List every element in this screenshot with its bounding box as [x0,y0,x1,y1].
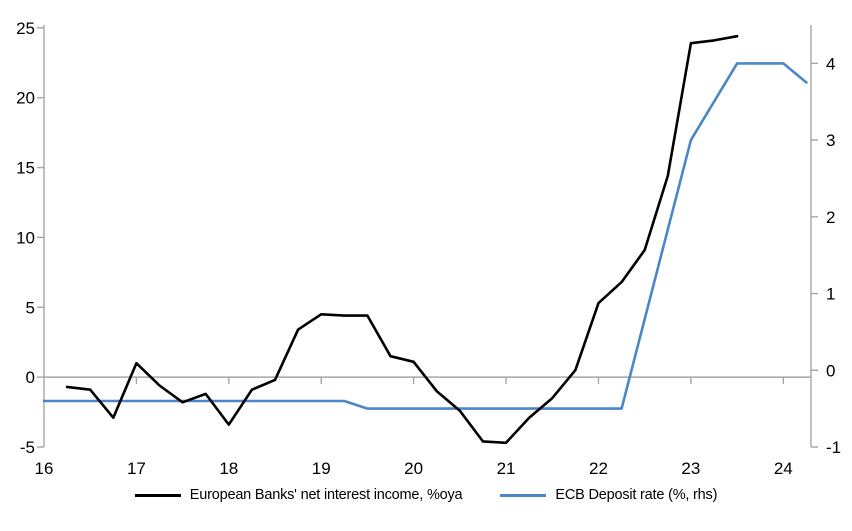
series-line-net-interest-income [65,34,739,445]
right-axis-tick-label: -1 [826,438,841,457]
x-axis-tick-label: 20 [404,459,423,478]
right-axis-tick-label: 4 [826,54,835,73]
x-axis-tick-label: 18 [219,459,238,478]
x-axis-tick-label: 24 [774,459,793,478]
right-axis-tick-label: 1 [826,285,835,304]
x-axis-tick-label: 22 [589,459,608,478]
left-axis-tick-label: 25 [16,19,35,38]
legend-item-net-interest-income: European Banks' net interest income, %oy… [134,487,463,503]
left-axis-tick-label: 15 [16,159,35,178]
x-axis-tick-label: 21 [497,459,516,478]
black-line-swatch [134,493,181,497]
x-axis-tick-label: 16 [35,459,54,478]
blue-line-swatch [500,493,547,497]
series-line-ecb-deposit-rate [42,62,808,410]
right-axis-tick-label: 0 [826,361,835,380]
right-axis-tick-label: 2 [826,208,835,227]
left-axis-tick-label: 5 [26,298,35,317]
legend-item-ecb-deposit-rate: ECB Deposit rate (%, rhs) [500,487,717,503]
left-axis-tick-label: 0 [26,368,35,387]
x-axis-tick-label: 23 [681,459,700,478]
left-axis-tick-label: -5 [20,438,35,457]
right-axis-tick-label: 3 [826,131,835,150]
left-axis-tick-label: 20 [16,89,35,108]
x-axis-tick-label: 17 [127,459,146,478]
x-axis-tick-label: 19 [312,459,331,478]
legend-label-ecb-deposit-rate: ECB Deposit rate (%, rhs) [555,487,718,503]
left-axis-tick-label: 10 [16,228,35,247]
legend-label-net-interest-income: European Banks' net interest income, %oy… [189,487,463,503]
legend: European Banks' net interest income, %oy… [0,487,852,503]
